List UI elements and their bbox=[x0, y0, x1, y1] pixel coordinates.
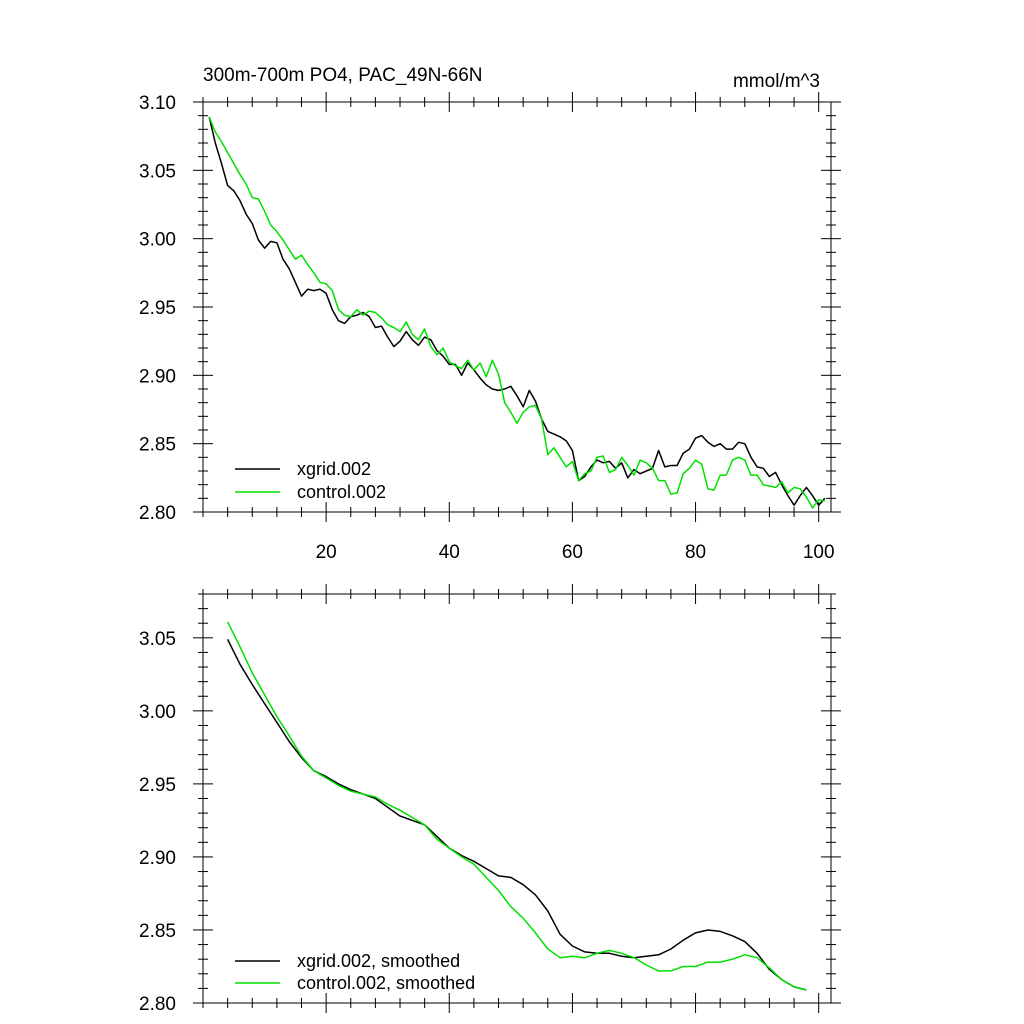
y-tick-label: 2.85 bbox=[139, 921, 176, 942]
chart-panel-2: 2.80 2.85 2.90 2.95 3.00 3.05 xgrid.002, smoot… bbox=[139, 584, 841, 1015]
y-tick-label: 2.85 bbox=[139, 435, 176, 456]
plot-frame bbox=[202, 593, 832, 1004]
x-tick-label: 20 bbox=[316, 542, 337, 563]
series-line-xgrid-002-smoothed bbox=[226, 638, 807, 991]
y-tick-label: 2.90 bbox=[139, 848, 176, 869]
plot-frame bbox=[202, 101, 832, 513]
x-tick-label: 100 bbox=[803, 542, 835, 563]
x-tick-label: 80 bbox=[685, 542, 706, 563]
y-tick-label: 3.05 bbox=[139, 629, 176, 650]
series-line-control-002-smoothed bbox=[226, 621, 807, 991]
y-tick-label: 3.05 bbox=[139, 161, 176, 182]
y-tick-label: 2.90 bbox=[139, 366, 176, 387]
chart-title: 300m-700m PO4, PAC_49N-66N bbox=[203, 65, 483, 86]
x-tick-label: 40 bbox=[439, 542, 460, 563]
y-tick-label: 2.80 bbox=[139, 503, 176, 524]
series-line-control-002 bbox=[208, 116, 825, 509]
y-tick-label: 2.95 bbox=[139, 298, 176, 319]
y-tick-label: 3.00 bbox=[139, 230, 176, 251]
y-tick-label: 2.80 bbox=[139, 994, 176, 1015]
legend-label: xgrid.002, smoothed bbox=[297, 951, 460, 971]
y-tick-label: 3.00 bbox=[139, 702, 176, 723]
chart-panel-1: 20 40 60 80 100 2.80 2.85 2.90 2.95 3.00 3.05 3.10 x… bbox=[139, 92, 841, 563]
legend-label: control.002, smoothed bbox=[297, 973, 475, 993]
x-tick-label: 60 bbox=[562, 542, 583, 563]
legend-label: xgrid.002 bbox=[297, 459, 371, 479]
y-tick-label: 3.10 bbox=[139, 93, 176, 114]
units-label: mmol/m^3 bbox=[733, 71, 820, 92]
y-tick-label: 2.95 bbox=[139, 775, 176, 796]
series-line-xgrid-002 bbox=[208, 116, 826, 506]
legend-label: control.002 bbox=[297, 482, 386, 502]
